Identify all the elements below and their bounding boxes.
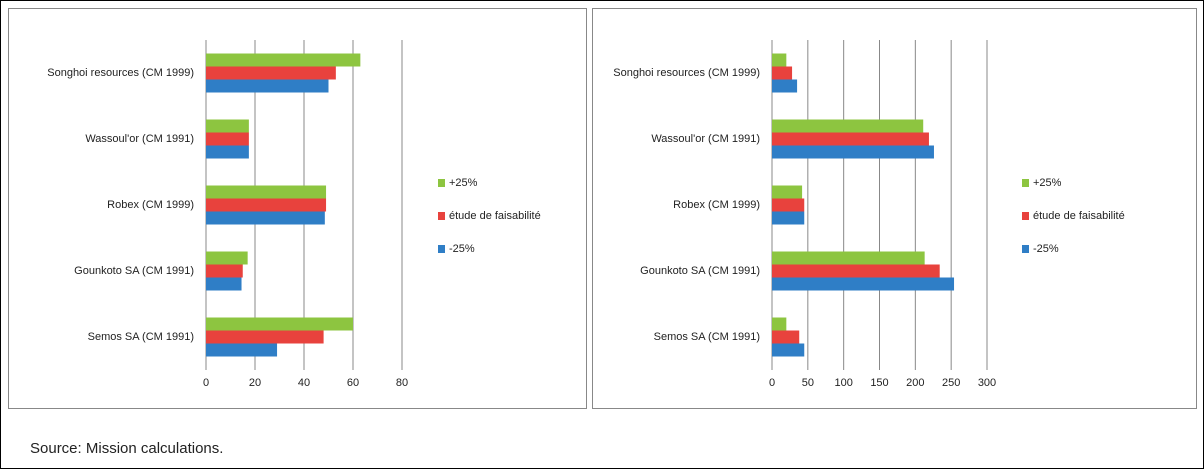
bar xyxy=(206,145,249,159)
bar xyxy=(206,185,327,199)
legend-swatch xyxy=(438,179,445,187)
bar xyxy=(206,343,278,357)
x-tick-label: 80 xyxy=(396,377,408,389)
y-tick-label: Gounkoto SA (CM 1991) xyxy=(74,265,194,277)
bar xyxy=(206,66,336,80)
bar xyxy=(772,264,940,278)
bar xyxy=(772,132,929,146)
y-tick-label: Wassoul'or (CM 1991) xyxy=(651,133,760,145)
x-tick-label: 20 xyxy=(249,377,261,389)
legend-swatch xyxy=(438,212,445,220)
y-tick-label: Songhoi resources (CM 1999) xyxy=(47,67,194,79)
bar xyxy=(772,185,803,199)
bar xyxy=(206,198,327,212)
bar xyxy=(772,330,800,344)
bar xyxy=(772,277,955,291)
legend-label: étude de faisabilité xyxy=(1033,210,1125,222)
x-tick-label: 200 xyxy=(906,377,924,389)
bar xyxy=(772,317,787,331)
panel xyxy=(592,8,1197,409)
legend-swatch xyxy=(1022,212,1029,220)
bar xyxy=(206,53,361,67)
y-tick-label: Wassoul'or (CM 1991) xyxy=(85,133,194,145)
bar xyxy=(772,53,787,67)
bar xyxy=(772,145,934,159)
bar xyxy=(772,251,925,265)
x-tick-label: 300 xyxy=(978,377,996,389)
bar xyxy=(772,211,805,225)
bar xyxy=(206,119,249,133)
legend-label: -25% xyxy=(449,243,475,255)
legend-label: +25% xyxy=(449,177,478,189)
y-tick-label: Semos SA (CM 1991) xyxy=(88,331,194,343)
bar xyxy=(206,277,242,291)
y-tick-label: Robex (CM 1999) xyxy=(107,199,194,211)
bar xyxy=(772,198,805,212)
x-tick-label: 250 xyxy=(942,377,960,389)
x-tick-label: 100 xyxy=(834,377,852,389)
y-tick-label: Semos SA (CM 1991) xyxy=(654,331,760,343)
bar xyxy=(206,211,325,225)
bar xyxy=(206,79,329,93)
x-tick-label: 50 xyxy=(802,377,814,389)
bar xyxy=(206,132,249,146)
y-tick-label: Songhoi resources (CM 1999) xyxy=(613,67,760,79)
legend-swatch xyxy=(1022,179,1029,187)
bar xyxy=(772,79,798,93)
bar xyxy=(206,330,324,344)
source-note: Source: Mission calculations. xyxy=(30,440,223,457)
x-tick-label: 0 xyxy=(203,377,209,389)
legend-swatch xyxy=(438,245,445,253)
legend-label: +25% xyxy=(1033,177,1062,189)
legend-label: étude de faisabilité xyxy=(449,210,541,222)
y-tick-label: Robex (CM 1999) xyxy=(673,199,760,211)
x-tick-label: 40 xyxy=(298,377,310,389)
legend-label: -25% xyxy=(1033,243,1059,255)
panel xyxy=(8,8,587,409)
bar xyxy=(206,264,243,278)
x-tick-label: 150 xyxy=(870,377,888,389)
bar xyxy=(772,66,793,80)
x-tick-label: 0 xyxy=(769,377,775,389)
x-tick-label: 60 xyxy=(347,377,359,389)
bar xyxy=(772,343,805,357)
y-tick-label: Gounkoto SA (CM 1991) xyxy=(640,265,760,277)
bar xyxy=(206,317,353,331)
bar xyxy=(772,119,924,133)
legend-swatch xyxy=(1022,245,1029,253)
bar xyxy=(206,251,248,265)
